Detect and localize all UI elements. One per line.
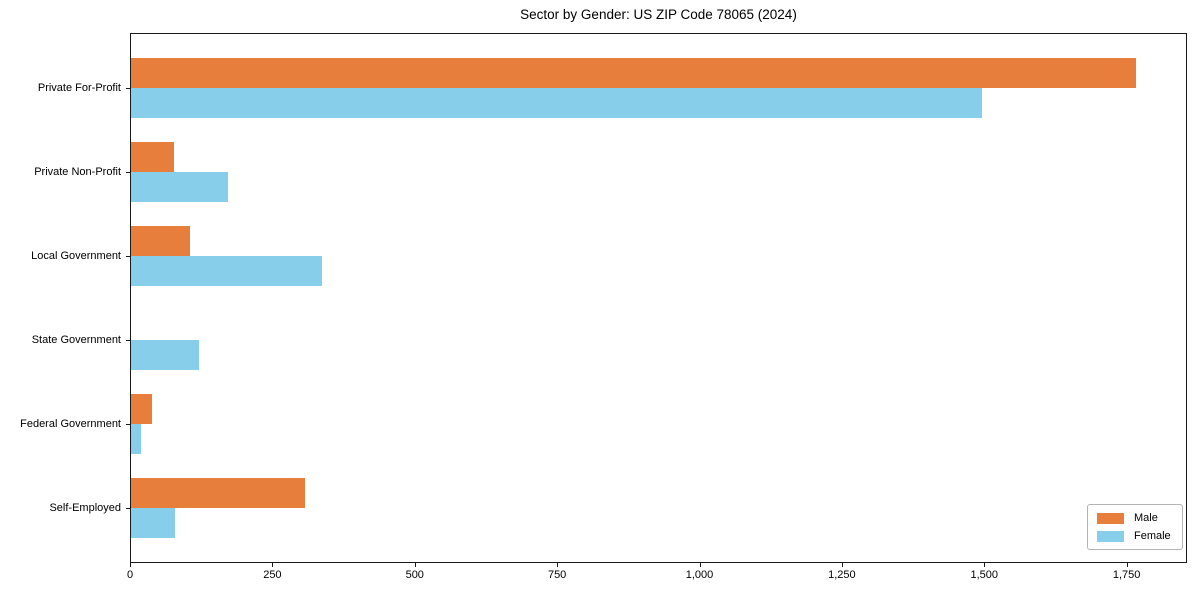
y-axis-label-state-government: State Government [31,334,121,347]
bar-female-private-for-profit [131,88,982,118]
legend-swatch-female [1097,530,1124,542]
legend-swatch-male [1097,512,1124,524]
bar-female-state-government [131,340,199,371]
bar-male-private-for-profit [131,58,1136,88]
y-axis-label-local-government: Local Government [31,250,121,263]
y-tick-mark-state-government [126,340,130,342]
bar-female-self-employed [131,508,175,539]
x-axis-label-0: 0 [126,569,134,581]
x-tick-mark-750 [557,563,559,567]
x-axis-label-1750: 1,750 [1112,569,1141,581]
legend-entry-male: Male [1097,512,1171,524]
x-axis-label-500: 500 [405,569,424,581]
bar-male-self-employed [131,478,305,509]
y-tick-mark-private-for-profit [126,88,130,89]
legend: Male Female [1087,504,1183,550]
bar-female-federal-government [131,424,141,455]
x-axis-label-750: 750 [547,569,567,581]
y-tick-mark-self-employed [126,508,130,510]
bar-female-local-government [131,256,322,287]
y-axis-label-federal-government: Federal Government [20,418,121,431]
x-tick-mark-500 [414,563,416,567]
bar-male-local-government [131,226,190,257]
bar-male-federal-government [131,394,152,425]
plot-area [130,33,1187,563]
legend-label-female: Female [1134,530,1171,542]
chart-title: Sector by Gender: US ZIP Code 78065 (202… [520,7,797,22]
x-tick-mark-1750 [1126,563,1128,567]
x-axis-label-1500: 1,500 [970,569,999,581]
x-tick-mark-1000 [699,563,701,567]
x-axis-label-1250: 1,250 [828,569,856,581]
x-tick-mark-0 [130,563,131,567]
y-axis-label-private-for-profit: Private For-Profit [37,82,121,94]
bar-male-private-non-profit [131,142,174,173]
y-tick-mark-federal-government [126,424,130,426]
y-tick-mark-private-non-profit [126,172,130,174]
x-tick-mark-1250 [841,563,843,567]
x-tick-mark-1500 [984,563,986,567]
legend-label-male: Male [1134,512,1158,524]
legend-entry-female: Female [1097,530,1171,542]
y-axis-label-private-non-profit: Private Non-Profit [34,166,121,179]
y-axis-label-self-employed: Self-Employed [49,502,121,515]
y-tick-mark-local-government [126,256,130,258]
bar-female-private-non-profit [131,172,228,203]
x-axis-label-250: 250 [263,569,282,581]
x-axis-label-1000: 1,000 [685,569,714,581]
x-tick-mark-250 [272,563,274,567]
